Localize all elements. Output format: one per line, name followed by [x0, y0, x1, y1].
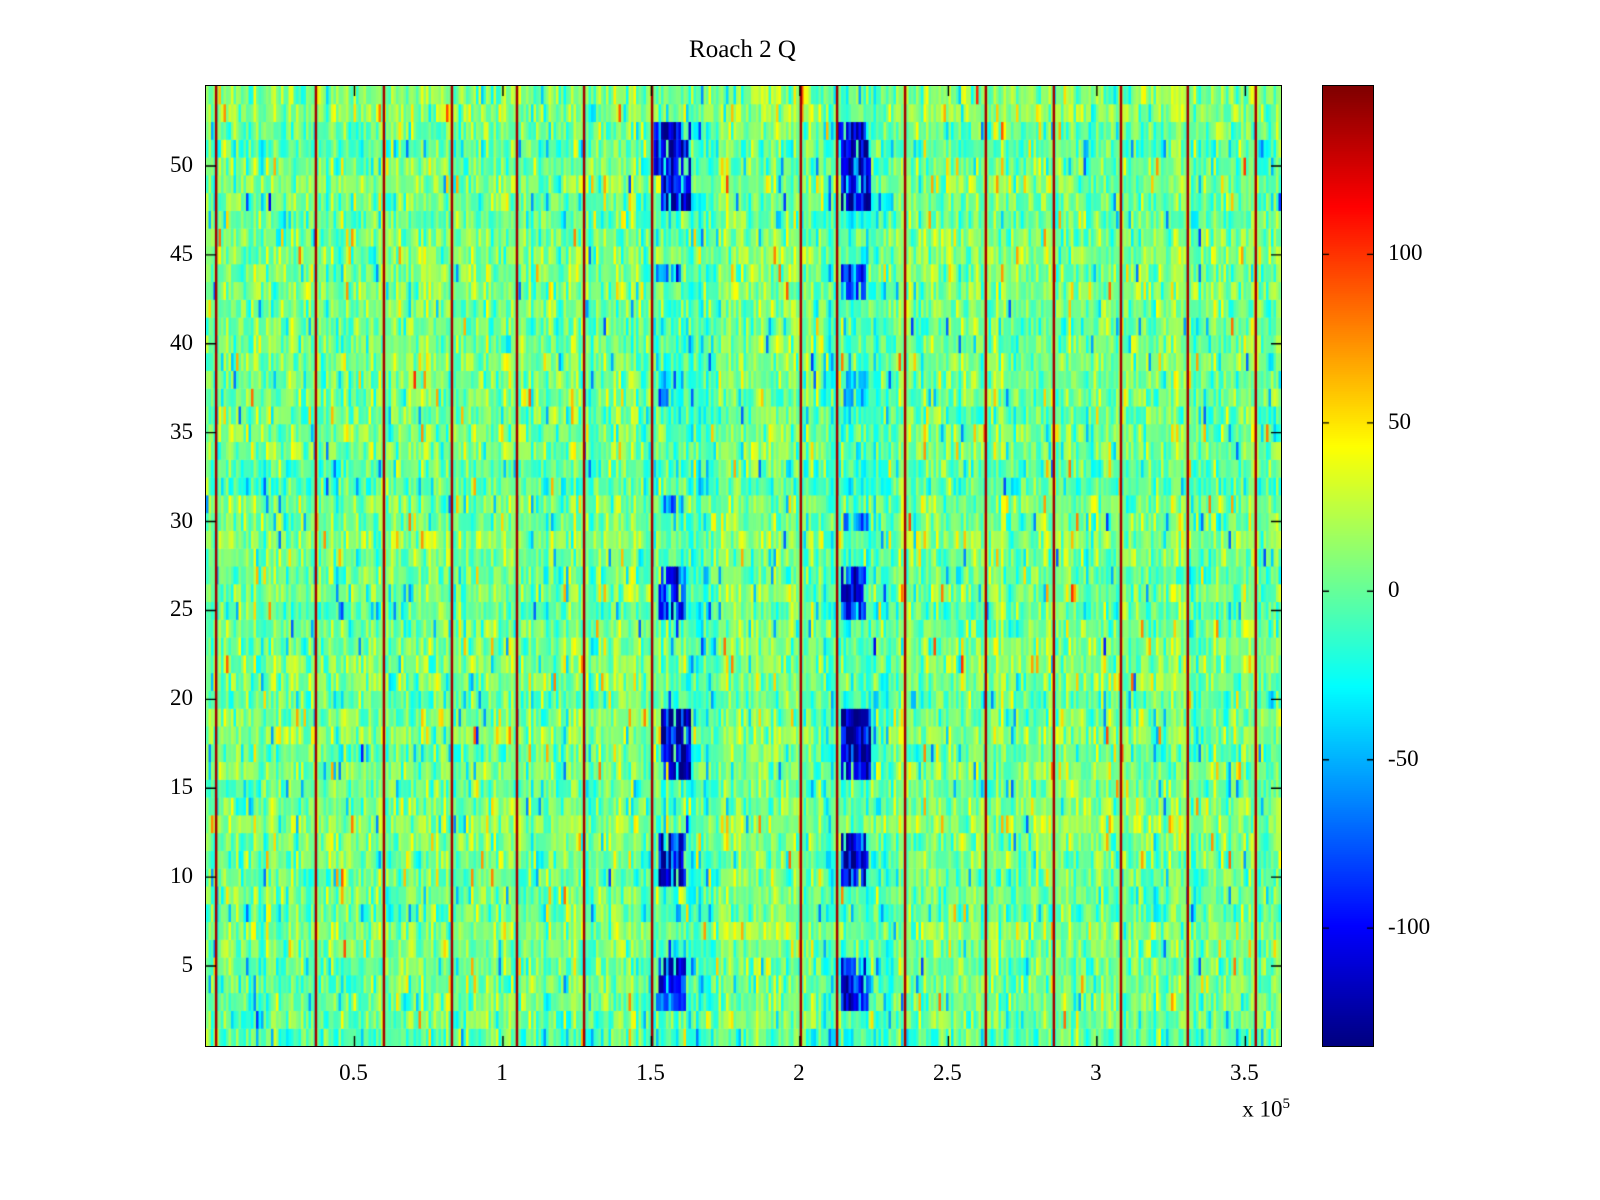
colorbar-tick-label: 0 — [1388, 577, 1400, 603]
colorbar-tick-label: -50 — [1388, 745, 1419, 771]
y-tick-label: 5 — [181, 952, 194, 977]
x-axis-exponent-power: 5 — [1282, 1096, 1291, 1112]
y-tick-label: 35 — [170, 418, 193, 444]
chart-title: Roach 2 Q — [689, 36, 796, 63]
x-tick-label: 3 — [1090, 1060, 1102, 1085]
x-tick-label: 2 — [793, 1060, 805, 1085]
x-tick-label: 1 — [496, 1060, 508, 1085]
colorbar-tick-label: 50 — [1388, 408, 1411, 434]
colorbar-tick-label: -100 — [1388, 914, 1431, 940]
y-tick-label: 25 — [170, 596, 193, 622]
x-axis-exponent-base: x 10 — [1242, 1096, 1283, 1122]
y-tick-label: 30 — [170, 507, 193, 533]
y-tick-label: 50 — [170, 152, 193, 177]
colorbar-canvas — [1322, 85, 1374, 1047]
heatmap-canvas — [205, 85, 1282, 1047]
y-tick-label: 20 — [170, 685, 193, 711]
y-tick-label: 10 — [170, 863, 193, 889]
x-axis-exponent: x 105 — [1190, 1096, 1290, 1123]
x-tick-label: 1.5 — [636, 1060, 665, 1085]
x-tick-label: 2.5 — [933, 1060, 962, 1085]
y-tick-label: 40 — [170, 329, 193, 355]
x-tick-label: 3.5 — [1229, 1060, 1259, 1085]
colorbar-tick-label: 100 — [1388, 240, 1423, 266]
x-tick-label: 0.5 — [339, 1060, 368, 1085]
y-tick-label: 45 — [170, 240, 193, 266]
y-tick-label: 15 — [170, 774, 193, 800]
